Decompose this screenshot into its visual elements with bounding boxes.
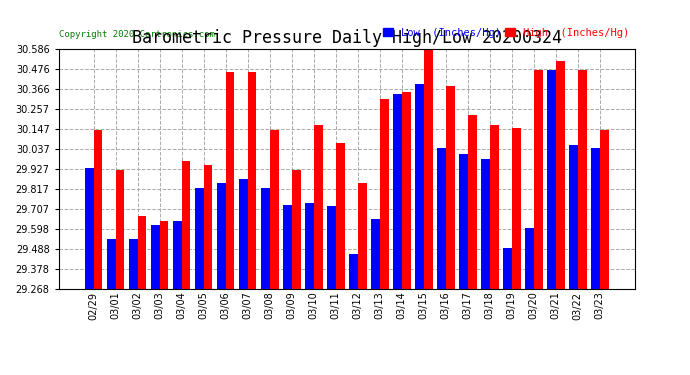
Bar [261,188,270,289]
Bar [468,116,477,289]
Bar [327,207,336,289]
Bar [534,70,542,289]
Bar [107,239,116,289]
Legend: Low  (Inches/Hg), High  (Inches/Hg): Low (Inches/Hg), High (Inches/Hg) [383,27,629,38]
Bar [600,130,609,289]
Bar [270,130,279,289]
Bar [415,84,424,289]
Bar [393,93,402,289]
Bar [217,183,226,289]
Bar [481,159,490,289]
Bar [85,168,94,289]
Bar [591,148,600,289]
Bar [349,254,357,289]
Bar [314,124,322,289]
Title: Barometric Pressure Daily High/Low 20200324: Barometric Pressure Daily High/Low 20200… [132,29,562,47]
Bar [371,219,380,289]
Bar [490,124,499,289]
Bar [239,179,248,289]
Bar [283,205,292,289]
Bar [159,221,168,289]
Bar [195,188,204,289]
Bar [181,161,190,289]
Bar [437,148,446,289]
Bar [380,99,388,289]
Bar [446,86,455,289]
Bar [129,239,138,289]
Bar [248,72,257,289]
Bar [336,143,344,289]
Bar [459,154,468,289]
Bar [503,248,512,289]
Bar [151,225,159,289]
Bar [138,216,146,289]
Bar [424,50,433,289]
Bar [94,130,102,289]
Bar [204,165,213,289]
Bar [357,183,366,289]
Bar [525,228,534,289]
Bar [555,61,564,289]
Text: Copyright 2020 Cartronics.com: Copyright 2020 Cartronics.com [59,30,215,39]
Bar [512,128,520,289]
Bar [402,92,411,289]
Bar [578,70,586,289]
Bar [292,170,301,289]
Bar [116,170,124,289]
Bar [226,72,235,289]
Bar [305,203,314,289]
Bar [173,221,181,289]
Bar [569,144,578,289]
Bar [547,70,555,289]
